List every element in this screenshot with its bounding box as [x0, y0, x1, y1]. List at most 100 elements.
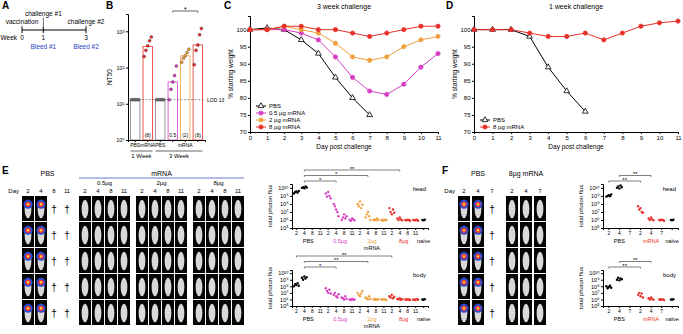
mouse-body — [209, 278, 216, 297]
data-point — [248, 28, 252, 32]
data-point — [350, 75, 354, 79]
x-axis-tick: 8 — [343, 228, 346, 236]
mouse-image — [534, 196, 546, 221]
x-axis-tick: 6 — [351, 132, 355, 141]
group-label: PBS — [303, 316, 314, 322]
data-point — [546, 34, 550, 38]
tick-label: 4 — [303, 230, 306, 236]
mouse-image — [520, 196, 532, 221]
line-panel: C707580859095100012345678910113 week cha… — [224, 0, 442, 151]
data-point — [657, 21, 661, 25]
x-axis: 247247 — [604, 306, 679, 314]
signal-blob — [477, 203, 479, 205]
x-axis-tick: 7 — [660, 228, 663, 236]
legend-marker — [483, 125, 487, 129]
mouse-image — [136, 300, 148, 325]
data-point — [377, 298, 379, 300]
x-axis-tick — [423, 228, 424, 230]
data-point — [417, 220, 419, 222]
tick-label: 75 — [240, 112, 247, 118]
day-number: 11 — [178, 188, 185, 194]
data-point — [282, 24, 286, 28]
tick-label: 10¹⁰ — [589, 185, 600, 191]
mouse-image — [118, 300, 130, 325]
tick-label: 90 — [240, 61, 247, 67]
series-line — [250, 26, 438, 36]
signal-blob — [477, 281, 479, 283]
mouse-body — [196, 200, 203, 219]
data-point — [198, 33, 201, 36]
mouse-image — [458, 300, 470, 325]
mouse-image — [193, 196, 205, 221]
tick-label: 7 — [629, 308, 632, 314]
day-label: Day — [8, 188, 19, 194]
tick-label: 10³ — [117, 29, 125, 35]
tick-mark — [290, 286, 292, 287]
tick-label: 2 — [510, 135, 514, 141]
tick-mark — [474, 132, 475, 134]
series-line — [250, 30, 438, 95]
mouse-image — [149, 274, 161, 299]
tick-label: 100 — [460, 27, 471, 33]
mouse-body — [509, 252, 516, 271]
significance-label: ** — [622, 263, 627, 269]
x-axis-line — [251, 133, 439, 135]
signal-blob — [24, 304, 33, 313]
signal-blob — [474, 304, 483, 313]
data-point — [565, 34, 569, 38]
data-point — [344, 295, 346, 297]
event-connector — [22, 26, 23, 28]
timeline-axis — [22, 30, 86, 31]
tick-mark — [248, 115, 250, 116]
mouse-image — [105, 248, 117, 273]
y-axis-tick: 10⁹ — [591, 193, 603, 199]
mouse-body — [537, 200, 544, 219]
significance-label: ** — [622, 177, 627, 183]
signal-blob — [27, 203, 29, 205]
group-label: 0.5µg — [333, 316, 347, 322]
tick-mark — [404, 132, 405, 134]
mouse-body — [165, 200, 172, 219]
bar — [156, 100, 165, 140]
tick-label: 10⁸ — [280, 201, 288, 207]
day-number: 11 — [121, 188, 128, 194]
x-axis-tick: 9 — [640, 132, 644, 141]
mouse-image — [193, 300, 205, 325]
data-point — [316, 38, 320, 42]
signal-blob — [38, 254, 43, 259]
tick-label: 11 — [413, 308, 418, 314]
mouse-image — [118, 222, 130, 247]
y-axis-tick: 10⁵ — [280, 225, 292, 231]
data-point — [195, 49, 198, 52]
group-header: mRNA — [364, 323, 381, 329]
data-point — [265, 28, 269, 32]
tick-mark — [250, 132, 251, 134]
data-point — [389, 296, 391, 298]
data-point — [345, 215, 347, 217]
tick-mark — [353, 132, 354, 134]
event-connector — [86, 26, 87, 28]
mouse-body — [82, 278, 89, 297]
tick-mark — [493, 132, 494, 134]
week-number: 0 — [20, 34, 24, 41]
signal-blob — [37, 252, 46, 261]
data-point — [144, 49, 147, 52]
group-label: 1 Week — [131, 153, 152, 159]
data-point — [333, 203, 335, 205]
x-axis-tick: 7 — [629, 228, 632, 236]
signal-blob — [460, 200, 469, 209]
tick-mark — [601, 204, 603, 205]
plot-area — [293, 275, 426, 301]
tick-label: 10⁹ — [591, 193, 599, 199]
y-axis-tick: 85 — [240, 78, 250, 84]
tick-mark — [472, 98, 474, 99]
x-axis: 01234567891011 — [249, 132, 442, 141]
data-point — [345, 298, 347, 300]
event-connector — [43, 18, 44, 28]
signal-blob — [37, 304, 46, 313]
day-number: 4 — [524, 188, 528, 194]
mouse-body — [196, 304, 203, 323]
x-axis-tick: 7 — [629, 306, 632, 314]
data-point — [641, 292, 643, 294]
tick-mark — [318, 132, 319, 134]
